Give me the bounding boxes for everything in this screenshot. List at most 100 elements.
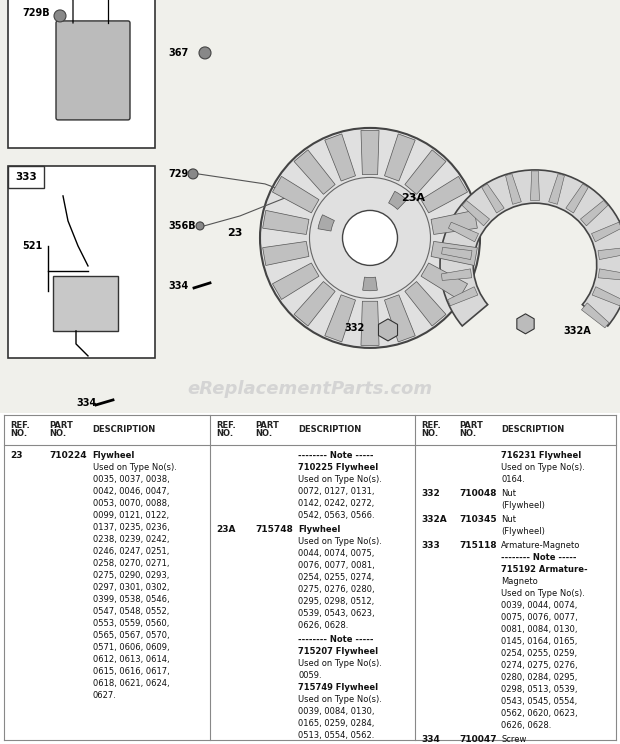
Bar	[0, 0, 620, 413]
Text: 0539, 0543, 0623,: 0539, 0543, 0623,	[298, 609, 374, 618]
Text: 23A: 23A	[216, 525, 236, 534]
Text: DESCRIPTION: DESCRIPTION	[298, 426, 361, 434]
Polygon shape	[405, 281, 446, 326]
Bar	[0, 413, 620, 744]
Text: 0571, 0606, 0609,: 0571, 0606, 0609,	[92, 643, 169, 652]
Bar	[8, 0, 155, 148]
Text: 0164.: 0164.	[502, 475, 525, 484]
Bar	[8, 166, 155, 358]
Polygon shape	[361, 130, 379, 175]
Text: NO.: NO.	[10, 429, 27, 438]
Circle shape	[196, 222, 204, 230]
Text: DESCRIPTION: DESCRIPTION	[502, 426, 565, 434]
Polygon shape	[448, 222, 479, 242]
Polygon shape	[384, 295, 415, 342]
Text: 23A: 23A	[401, 193, 425, 203]
Text: eReplacementParts.com: eReplacementParts.com	[187, 380, 433, 398]
Polygon shape	[405, 150, 446, 194]
Text: 0039, 0044, 0074,: 0039, 0044, 0074,	[502, 601, 578, 610]
Circle shape	[188, 169, 198, 179]
Text: NO.: NO.	[50, 429, 66, 438]
Text: 332: 332	[421, 489, 440, 498]
Text: 715192 Armature-: 715192 Armature-	[502, 565, 588, 574]
Text: 710047: 710047	[459, 735, 497, 744]
Text: 0075, 0076, 0077,: 0075, 0076, 0077,	[502, 613, 578, 622]
Text: 0280, 0284, 0295,: 0280, 0284, 0295,	[502, 673, 578, 682]
Text: 0044, 0074, 0075,: 0044, 0074, 0075,	[298, 549, 374, 558]
Polygon shape	[263, 241, 309, 266]
Polygon shape	[566, 184, 588, 213]
Text: 23: 23	[227, 228, 242, 238]
Text: 715748: 715748	[255, 525, 293, 534]
Text: 0053, 0070, 0088,: 0053, 0070, 0088,	[92, 499, 169, 508]
Circle shape	[199, 47, 211, 59]
Polygon shape	[448, 286, 478, 306]
Wedge shape	[363, 277, 378, 291]
Polygon shape	[384, 134, 415, 181]
Polygon shape	[591, 222, 620, 242]
Text: 0081, 0084, 0130,: 0081, 0084, 0130,	[502, 625, 578, 634]
Text: 23: 23	[10, 451, 23, 460]
Text: 521: 521	[22, 241, 42, 251]
Text: Flywheel: Flywheel	[298, 525, 340, 534]
Text: Used on Type No(s).: Used on Type No(s).	[502, 589, 585, 598]
Text: (Flywheel): (Flywheel)	[502, 527, 546, 536]
Text: REF.: REF.	[421, 421, 441, 431]
Polygon shape	[482, 184, 504, 213]
Wedge shape	[318, 215, 334, 231]
Polygon shape	[431, 241, 477, 266]
Text: 356B: 356B	[168, 221, 196, 231]
Text: 0626, 0628.: 0626, 0628.	[298, 621, 348, 630]
Polygon shape	[421, 176, 467, 213]
Text: 716231 Flywheel: 716231 Flywheel	[502, 451, 582, 460]
Text: 0542, 0563, 0566.: 0542, 0563, 0566.	[298, 511, 374, 520]
Polygon shape	[294, 281, 335, 326]
Text: NO.: NO.	[255, 429, 272, 438]
Text: Armature-Magneto: Armature-Magneto	[502, 541, 581, 550]
Text: 0626, 0628.: 0626, 0628.	[502, 721, 552, 730]
Text: PART: PART	[50, 421, 73, 431]
Text: 0039, 0084, 0130,: 0039, 0084, 0130,	[298, 707, 374, 716]
Text: 715118: 715118	[459, 541, 497, 550]
Text: 0298, 0513, 0539,: 0298, 0513, 0539,	[502, 685, 578, 694]
Text: DESCRIPTION: DESCRIPTION	[92, 426, 156, 434]
Text: 0543, 0545, 0554,: 0543, 0545, 0554,	[502, 697, 578, 706]
Text: Used on Type No(s).: Used on Type No(s).	[298, 475, 382, 484]
Text: -------- Note -----: -------- Note -----	[502, 553, 577, 562]
Wedge shape	[440, 170, 620, 326]
Polygon shape	[598, 247, 620, 260]
Text: Flywheel: Flywheel	[92, 451, 135, 460]
Text: 0246, 0247, 0251,: 0246, 0247, 0251,	[92, 547, 169, 556]
Bar	[8, 166, 44, 188]
Polygon shape	[263, 211, 309, 234]
Text: 0565, 0567, 0570,: 0565, 0567, 0570,	[92, 631, 169, 640]
Text: 0099, 0121, 0122,: 0099, 0121, 0122,	[92, 511, 169, 520]
Text: 715749 Flywheel: 715749 Flywheel	[298, 683, 378, 692]
Polygon shape	[431, 211, 477, 234]
Text: REF.: REF.	[216, 421, 236, 431]
Text: 334: 334	[76, 398, 96, 408]
Text: 0547, 0548, 0552,: 0547, 0548, 0552,	[92, 607, 169, 616]
Text: 710048: 710048	[459, 489, 497, 498]
Text: 332A: 332A	[421, 515, 447, 524]
Polygon shape	[361, 301, 379, 345]
Text: NO.: NO.	[459, 429, 476, 438]
Text: 0072, 0127, 0131,: 0072, 0127, 0131,	[298, 487, 374, 496]
Circle shape	[342, 211, 397, 266]
Text: 0553, 0559, 0560,: 0553, 0559, 0560,	[92, 619, 169, 628]
Text: Used on Type No(s).: Used on Type No(s).	[92, 463, 177, 472]
Text: REF.: REF.	[10, 421, 30, 431]
Text: 0076, 0077, 0081,: 0076, 0077, 0081,	[298, 561, 375, 570]
Text: 334: 334	[421, 735, 440, 744]
Polygon shape	[549, 174, 564, 205]
Text: 334: 334	[168, 281, 188, 291]
Circle shape	[54, 10, 66, 22]
Text: PART: PART	[255, 421, 279, 431]
Text: 710225 Flywheel: 710225 Flywheel	[298, 463, 378, 472]
Text: 0035, 0037, 0038,: 0035, 0037, 0038,	[92, 475, 169, 484]
Text: Magneto: Magneto	[502, 577, 538, 586]
Polygon shape	[580, 200, 608, 226]
Text: 0275, 0290, 0293,: 0275, 0290, 0293,	[92, 571, 169, 580]
Text: Used on Type No(s).: Used on Type No(s).	[298, 695, 382, 704]
Text: NO.: NO.	[216, 429, 233, 438]
